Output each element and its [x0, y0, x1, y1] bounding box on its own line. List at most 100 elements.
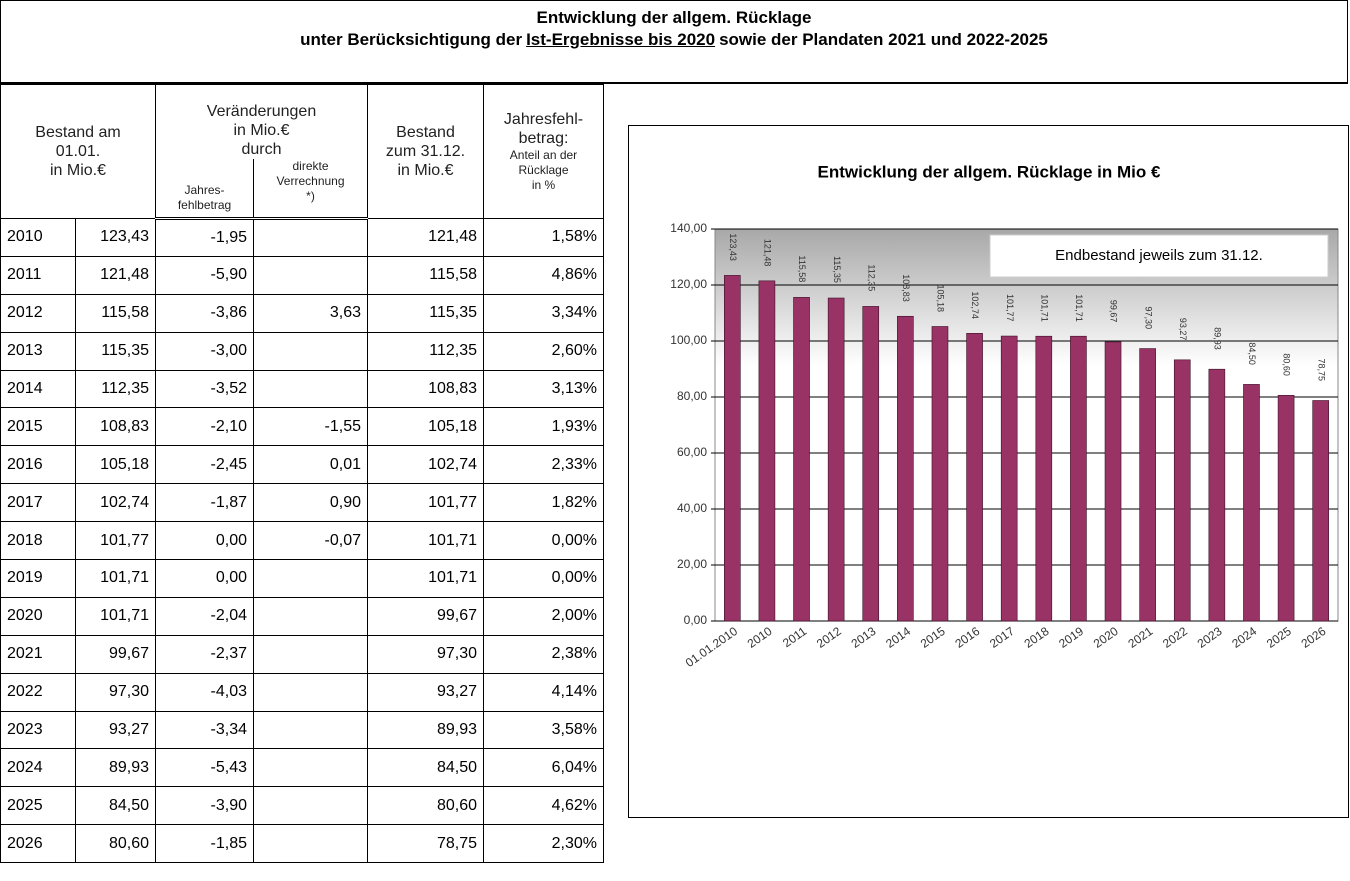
- header-cell: Jahres-fehlbetrag: [155, 158, 254, 220]
- table-cell: 2013: [0, 331, 76, 371]
- value-label: 123,43: [728, 233, 738, 261]
- table-cell: [253, 786, 368, 826]
- table-cell: 105,18: [75, 445, 156, 485]
- table-cell: -1,87: [155, 483, 254, 523]
- y-tick-label: 80,00: [677, 389, 707, 403]
- subtitle: unter Berücksichtigung der Ist-Ergebnisse…: [1, 29, 1347, 51]
- table-cell: 108,83: [75, 407, 156, 447]
- table-cell: 112,35: [75, 369, 156, 409]
- table-cell: 123,43: [75, 218, 156, 257]
- table-cell: 80,60: [75, 824, 156, 864]
- table-cell: [253, 824, 368, 864]
- table-row: 2020 101,71 -2,04 99,67 2,00%: [0, 596, 604, 636]
- value-label: 105,18: [936, 284, 946, 312]
- table-cell: 112,35: [367, 331, 484, 371]
- table-cell: [253, 559, 368, 598]
- table-cell: 105,18: [367, 407, 484, 447]
- value-label: 97,30: [1143, 307, 1153, 330]
- table-cell: 2016: [0, 445, 76, 485]
- annotation-box: [989, 234, 1329, 278]
- table-cell: 0,00: [155, 559, 254, 598]
- table-body: 2010 123,43 -1,95 121,48 1,58% 2011 121,48 -5,9…: [0, 218, 604, 864]
- value-label: 101,71: [1074, 294, 1084, 322]
- table-cell: 101,77: [75, 521, 156, 561]
- table-cell: -3,00: [155, 331, 254, 371]
- table-row: 2015 108,83 -2,10 -1,55 105,18 1,93%: [0, 407, 604, 447]
- header-line: 01.01.: [55, 143, 101, 160]
- bar: [1000, 335, 1018, 622]
- table-cell: -3,90: [155, 786, 254, 826]
- table-cell: 93,27: [75, 710, 156, 750]
- header-line: fehlbetrag: [177, 198, 232, 212]
- table-cell: -0,07: [253, 521, 368, 561]
- y-tick-label: 140,00: [670, 221, 707, 235]
- table-row: 2012 115,58 -3,86 3,63 115,35 3,34%: [0, 293, 604, 333]
- table-row: 2018 101,77 0,00 -0,07 101,71 0,00%: [0, 521, 604, 561]
- table-cell: [253, 331, 368, 371]
- table-cell: -2,45: [155, 445, 254, 485]
- table-cell: -1,55: [253, 407, 368, 447]
- table-cell: 102,74: [367, 445, 484, 485]
- table-row: 2010 123,43 -1,95 121,48 1,58%: [0, 218, 604, 257]
- table-cell: 121,48: [367, 218, 484, 257]
- header-line: in Mio.€: [397, 162, 454, 179]
- table-cell: 6,04%: [483, 748, 604, 788]
- table-cell: 108,83: [367, 369, 484, 409]
- bar: [1312, 400, 1329, 622]
- table-cell: -2,37: [155, 634, 254, 674]
- table-cell: 1,82%: [483, 483, 604, 523]
- table-cell: -3,52: [155, 369, 254, 409]
- table-cell: 0,90: [253, 483, 368, 523]
- table-row: 2021 99,67 -2,37 97,30 2,38%: [0, 634, 604, 674]
- value-label: 112,35: [866, 264, 876, 291]
- header-line: Jahres-: [184, 183, 225, 197]
- bar: [1070, 335, 1087, 622]
- bar: [1277, 395, 1295, 622]
- bar: [758, 280, 776, 622]
- table-cell: -4,03: [155, 672, 254, 712]
- header-line: in Mio.€: [49, 162, 107, 179]
- table-cell: 2015: [0, 407, 76, 447]
- value-label: 115,35: [832, 256, 842, 283]
- table-cell: 121,48: [75, 255, 156, 295]
- table-cell: 2,33%: [483, 445, 604, 485]
- value-label: 84,50: [1247, 342, 1257, 365]
- table-cell: 97,30: [367, 634, 484, 674]
- bar: [966, 333, 983, 622]
- table-row: 2014 112,35 -3,52 108,83 3,13%: [0, 369, 604, 409]
- header: Entwicklung der allgem. Rücklage unter B…: [0, 0, 1348, 84]
- y-tick-label: 0,00: [684, 613, 708, 627]
- header-line: Veränderungen: [206, 102, 317, 120]
- bar: [827, 297, 845, 622]
- bar: [862, 306, 880, 622]
- table-cell: 101,71: [75, 559, 156, 598]
- value-label: 89,93: [1212, 327, 1222, 350]
- bar: [793, 297, 810, 622]
- table-cell: 4,62%: [483, 786, 604, 826]
- bar: [897, 315, 914, 622]
- y-tick-label: 120,00: [670, 277, 707, 291]
- header-line: durch: [241, 140, 282, 158]
- table-cell: 2022: [0, 672, 76, 712]
- table-cell: 2025: [0, 786, 76, 826]
- subtitle-part: sowie der Plandaten 2021 und 2022-2025: [719, 30, 1048, 49]
- header-line: Anteil an der: [509, 148, 578, 162]
- header-line: in Mio.€: [233, 121, 290, 139]
- header-line: Bestand am: [35, 124, 121, 141]
- table-row: 2017 102,74 -1,87 0,90 101,77 1,82%: [0, 483, 604, 523]
- table-cell: 2,60%: [483, 331, 604, 371]
- table-row: 2023 93,27 -3,34 89,93 3,58%: [0, 710, 604, 750]
- table-cell: 0,01: [253, 445, 368, 485]
- table-cell: 2019: [0, 559, 76, 598]
- value-label: 108,83: [901, 274, 911, 302]
- table-row: 2025 84,50 -3,90 80,60 4,62%: [0, 786, 604, 826]
- header-line: direkte: [292, 158, 329, 173]
- value-label: 80,60: [1282, 353, 1292, 376]
- bar: [1035, 335, 1053, 622]
- header-cell: direkte Verrechnung *): [253, 158, 368, 220]
- table-cell: 2026: [0, 824, 76, 864]
- table-cell: -3,86: [155, 293, 254, 333]
- table-cell: 80,60: [367, 786, 484, 826]
- table-cell: -2,10: [155, 407, 254, 447]
- table-cell: 84,50: [75, 786, 156, 826]
